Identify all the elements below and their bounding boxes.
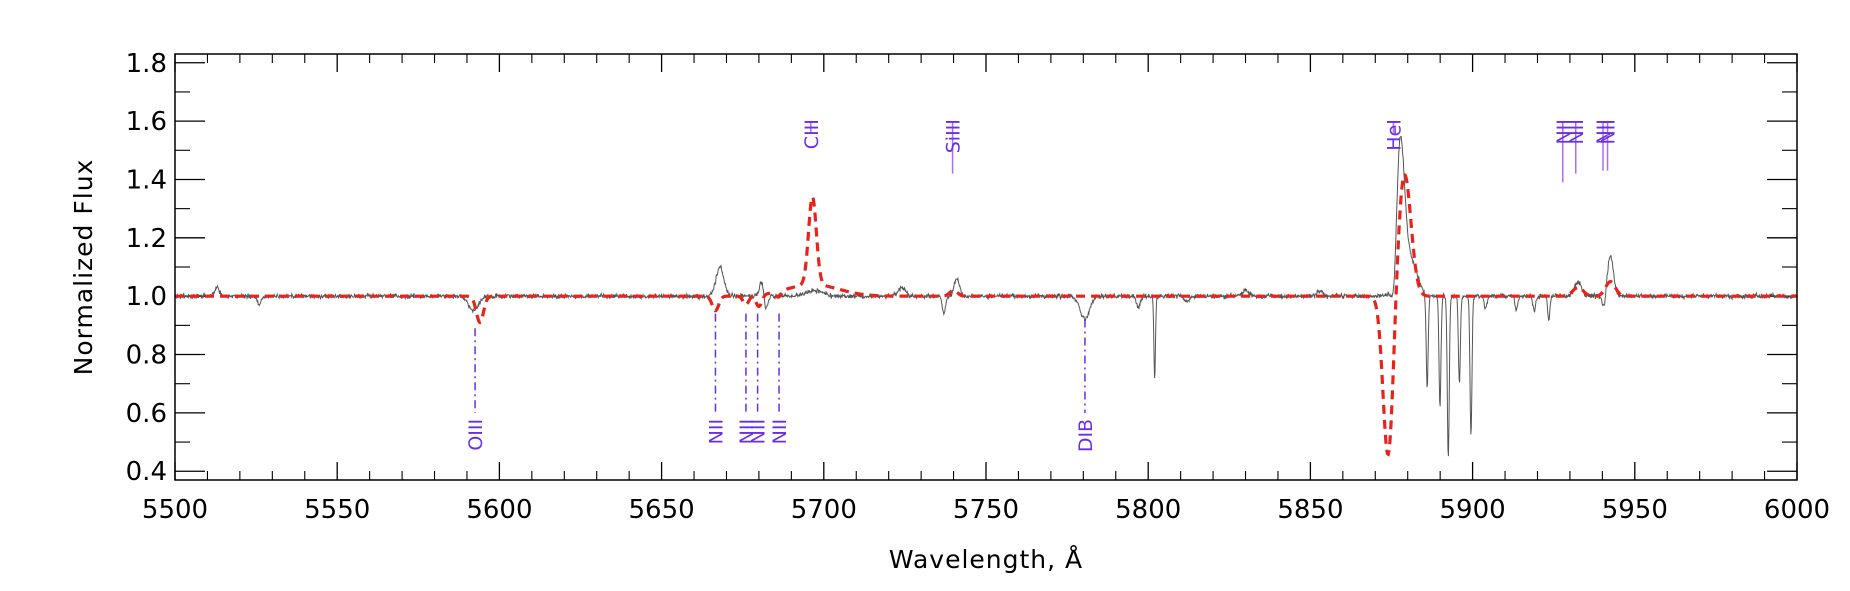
x-tick-label: 5900	[1440, 495, 1506, 525]
x-tick-label: 5750	[953, 495, 1019, 525]
x-tick-label: 5500	[142, 495, 208, 525]
y-tick-label: 0.8	[126, 341, 167, 371]
y-axis-ticks: 0.4 0.6 0.8 1.0 1.2 1.4 1.6 1.8	[126, 49, 1797, 487]
x-tick-label: 5800	[1115, 495, 1181, 525]
spectral-line-label: NII	[769, 419, 791, 444]
x-tick-label: 5650	[629, 495, 695, 525]
x-tick-label: 5550	[304, 495, 370, 525]
y-tick-label: 1.6	[126, 107, 167, 137]
x-tick-label: 5600	[466, 495, 532, 525]
spectral-line-label: NII	[1553, 119, 1575, 144]
spectral-line-label: NII	[748, 419, 770, 444]
x-tick-label: 6000	[1764, 495, 1830, 525]
spectral-line-label: HeI	[1383, 119, 1405, 151]
spectral-line-label: NII	[1593, 119, 1615, 144]
spectral-line-label: OIII	[465, 419, 487, 451]
series-layer	[174, 136, 1798, 457]
x-tick-label: 5950	[1602, 495, 1668, 525]
x-tick-label: 5700	[791, 495, 857, 525]
spectral-line-label: NII	[1566, 119, 1588, 144]
spectral-line-label: NII	[736, 419, 758, 444]
x-tick-label: 5850	[1277, 495, 1343, 525]
y-tick-label: 1.8	[126, 49, 167, 79]
spectral-line-label: DIB	[1075, 419, 1097, 452]
x-axis-ticks: 5500 5550 5600 5650 5700 5750 5800 5850 5900 5950…	[142, 54, 1830, 525]
y-tick-label: 1.0	[126, 282, 167, 312]
model-spectrum-line	[175, 172, 1797, 457]
spectral-line-label: NII	[705, 419, 727, 444]
spectral-line-label: NII	[1598, 119, 1620, 144]
spectral-line-label: CIII	[801, 119, 823, 149]
y-tick-label: 0.6	[126, 399, 167, 429]
y-axis-title: Normalized Flux	[69, 159, 98, 376]
y-tick-label: 1.4	[126, 165, 167, 195]
plot-frame	[174, 53, 1798, 481]
x-axis-title: Wavelength, Å	[889, 545, 1083, 574]
spectral-line-label: SiIII	[943, 119, 965, 153]
y-tick-label: 0.4	[126, 457, 167, 487]
y-tick-label: 1.2	[126, 224, 167, 254]
